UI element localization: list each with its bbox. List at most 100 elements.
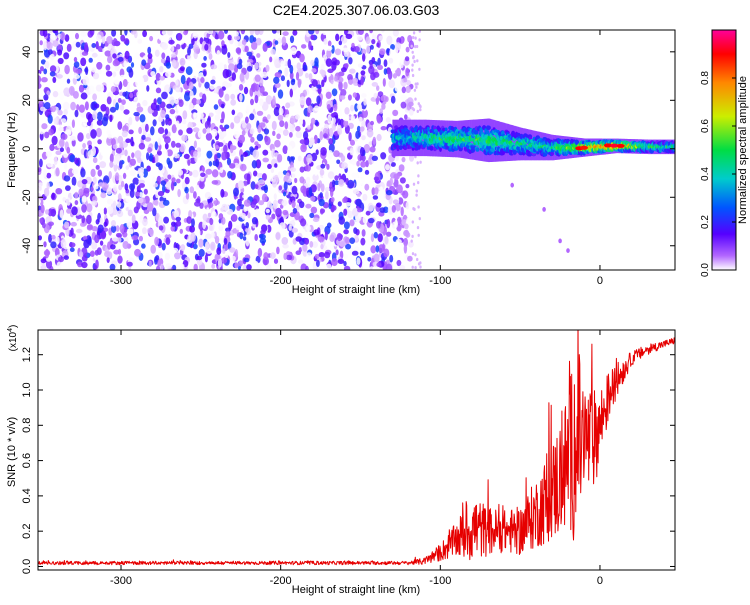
noise-speckle (170, 225, 176, 232)
noise-speckle (49, 53, 55, 61)
snr-x-tick-label: -300 (110, 575, 132, 587)
noise-speckle (185, 66, 193, 76)
noise-speckle (340, 89, 347, 97)
noise-speckle (393, 173, 400, 180)
noise-speckle (161, 58, 166, 64)
noise-speckle (412, 182, 416, 186)
noise-speckle (217, 258, 222, 268)
noise-speckle (357, 30, 364, 35)
noise-speckle (230, 122, 235, 130)
noise-speckle (307, 125, 311, 130)
noise-speckle (48, 30, 54, 34)
noise-speckle (310, 206, 318, 214)
noise-speckle (124, 149, 128, 157)
noise-speckle (246, 264, 252, 270)
noise-speckle (317, 182, 321, 192)
noise-speckle (408, 241, 414, 248)
noise-speckle (89, 30, 95, 36)
noise-speckle (340, 35, 348, 44)
noise-speckle (150, 102, 158, 111)
noise-speckle (185, 192, 190, 200)
noise-speckle (400, 94, 407, 101)
colorbar-tick-label: 0.2 (700, 215, 711, 229)
noise-speckle (160, 110, 166, 119)
noise-speckle (395, 238, 402, 245)
noise-speckle (349, 237, 356, 244)
noise-speckle (47, 208, 53, 217)
noise-speckle (164, 136, 171, 144)
noise-speckle (370, 245, 377, 254)
noise-speckle (180, 244, 186, 252)
noise-speckle (221, 40, 225, 47)
noise-speckle (52, 76, 57, 83)
noise-speckle (189, 90, 194, 100)
noise-speckle (313, 229, 320, 236)
noise-speckle (175, 120, 180, 129)
noise-speckle (383, 248, 390, 258)
noise-speckle (288, 224, 292, 231)
noise-speckle (274, 58, 281, 69)
noise-speckle (215, 144, 220, 150)
noise-speckle (331, 179, 336, 188)
noise-speckle (155, 189, 160, 199)
noise-speckle (339, 241, 347, 247)
noise-speckle (415, 44, 419, 49)
noise-speckle (245, 105, 251, 114)
noise-speckle (260, 186, 268, 191)
noise-speckle (196, 36, 201, 46)
noise-speckle (113, 249, 120, 255)
noise-speckle (188, 171, 193, 177)
noise-speckle (377, 233, 383, 243)
noise-speckle (111, 224, 117, 233)
noise-speckle (58, 256, 64, 263)
noise-speckle (223, 64, 227, 71)
noise-speckle (122, 91, 127, 97)
noise-speckle (106, 206, 114, 215)
noise-speckle (236, 63, 243, 70)
noise-speckle (418, 217, 421, 221)
noise-speckle (124, 50, 130, 60)
noise-speckle (334, 214, 339, 223)
noise-speckle (243, 180, 248, 187)
noise-speckle (195, 184, 200, 191)
noise-speckle (211, 211, 217, 220)
noise-speckle (314, 105, 320, 112)
noise-speckle (175, 142, 181, 148)
noise-speckle (344, 191, 349, 197)
noise-speckle (80, 92, 88, 100)
noise-speckle (100, 148, 106, 156)
noise-speckle (191, 97, 198, 106)
noise-speckle (242, 236, 247, 241)
noise-speckle (91, 226, 98, 232)
noise-speckle (328, 203, 332, 209)
noise-speckle (417, 174, 420, 178)
noise-speckle (373, 253, 380, 263)
noise-speckle (39, 158, 43, 168)
noise-speckle (256, 53, 261, 58)
noise-speckle (399, 177, 406, 184)
noise-speckle (369, 62, 373, 70)
noise-speckle (225, 230, 231, 238)
noise-speckle (206, 127, 211, 134)
noise-speckle (75, 32, 79, 40)
noise-speckle (120, 180, 125, 188)
noise-speckle (318, 236, 325, 243)
noise-speckle (55, 188, 63, 195)
noise-speckle (410, 239, 413, 243)
noise-speckle (193, 263, 198, 270)
noise-speckle (277, 171, 284, 179)
noise-speckle (195, 99, 202, 105)
noise-speckle (216, 50, 221, 58)
noise-speckle (189, 186, 195, 194)
noise-speckle (55, 150, 62, 155)
noise-speckle (255, 37, 262, 46)
noise-speckle (298, 118, 304, 126)
noise-speckle (344, 202, 352, 207)
noise-speckle (125, 138, 131, 143)
noise-speckle (262, 42, 268, 52)
noise-speckle (257, 247, 263, 258)
noise-speckle (289, 131, 293, 138)
signal-peak (616, 143, 625, 148)
noise-speckle (70, 221, 78, 227)
noise-speckle (157, 127, 165, 134)
